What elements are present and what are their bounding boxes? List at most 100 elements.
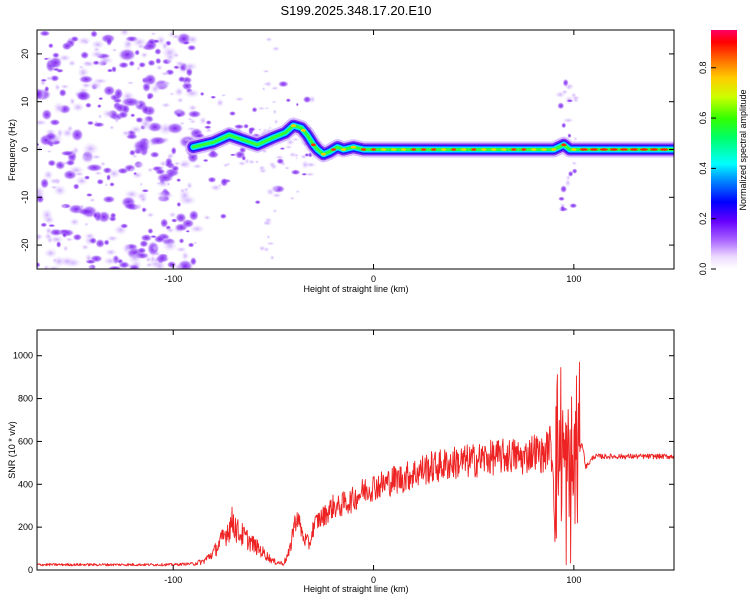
spectrogram-ridge-peak (649, 148, 658, 151)
spectrogram-x-tick-label: 100 (566, 274, 581, 284)
spectrogram-noise-blob (558, 196, 566, 202)
colorbar-tick-label: 0.6 (698, 112, 708, 125)
spectrogram-noise-blob (41, 108, 53, 121)
spectrogram-noise-blob (241, 155, 247, 161)
spectrogram-x-tick-label: -100 (164, 274, 182, 284)
spectrogram-noise-blob (56, 127, 64, 139)
spectrogram-x-label: Height of straight line (km) (303, 284, 408, 294)
spectrogram-noise-blob (571, 161, 578, 166)
colorbar-tick-label: 0.8 (698, 61, 708, 74)
spectrogram-noise-blob (191, 163, 203, 169)
colorbar-ramp (711, 30, 737, 269)
spectrogram-noise-blob (185, 181, 194, 190)
spectrogram-ridge-peak (639, 148, 648, 151)
spectrogram-noise-blob (128, 264, 141, 269)
spectrogram-ridge-peak (609, 148, 618, 151)
spectrogram-noise-blob (205, 120, 212, 126)
spectrogram-ridge-peak (659, 148, 668, 151)
spectrogram-noise-blob (566, 99, 574, 103)
spectrogram-noise-blob (145, 262, 153, 268)
spectrogram-noise-blob (161, 41, 169, 51)
spectrogram-noise-blob (102, 85, 116, 97)
spectrogram-ridge-peak (619, 148, 628, 151)
spectrogram-noise-blob (258, 164, 266, 172)
spectrogram-noise-blob (204, 128, 213, 133)
spectrogram-ridge-peak (330, 148, 336, 151)
spectrogram-noise-blob (295, 102, 299, 107)
spectrogram-noise-blob (156, 172, 174, 183)
spectrogram-noise-blob (62, 231, 68, 239)
spectrogram-ridge (185, 117, 674, 163)
spectrogram-noise-blob (220, 93, 227, 98)
spectrogram-noise-blob (270, 86, 279, 91)
spectrogram-noise-blob (69, 217, 81, 227)
spectrogram-noise-blob (89, 49, 105, 59)
spectrogram-noise-blob (129, 167, 135, 173)
spectrogram-noise-blob (228, 110, 237, 117)
spectrogram-noise-blob (155, 190, 169, 198)
spectrogram-noise-blob (139, 239, 149, 248)
colorbar-tick-label: 0.4 (698, 162, 708, 175)
spectrogram-noise-blob (229, 153, 237, 157)
spectrogram-noise-blob (274, 154, 285, 160)
spectrogram-noise-blob (78, 75, 94, 84)
snr-y-tick-label: 400 (18, 479, 33, 489)
spectrogram-noise-blob (272, 108, 277, 115)
spectrogram-noise-blob (37, 194, 45, 204)
spectrogram-noise-blob (56, 106, 62, 111)
spectrogram-noise-blob (264, 36, 273, 43)
spectrogram-noise-blob (52, 255, 66, 268)
spectrogram-noise-blob (273, 118, 279, 125)
spectrogram-y-ticks: 20 10 0 -10 -20 (20, 49, 674, 252)
spectrogram-noise-blob (86, 120, 95, 126)
snr-y-tick-label: 800 (18, 394, 33, 404)
spectrogram-noise-blob (202, 158, 209, 163)
spectrogram-noise-blob (43, 247, 58, 259)
spectrogram-noise-blob (51, 52, 60, 59)
spectrogram-noise-blob (277, 80, 289, 88)
spectrogram-noise-blob (188, 209, 199, 222)
spectrogram-noise-blob (147, 227, 154, 235)
spectrogram-noise-blob (65, 159, 76, 167)
spectrogram-noise-blob (251, 106, 258, 113)
spectrogram-noise-blob (173, 86, 185, 98)
spectrogram-noise-blob (271, 192, 283, 199)
spectrogram-noise-blob (174, 107, 185, 115)
spectrogram-noise-blob (188, 224, 206, 234)
spectrogram-noise-blob (559, 203, 567, 207)
spectrogram-noise-blob (37, 261, 41, 268)
spectrogram-ridge-peak (381, 148, 387, 151)
spectrogram-noise-blob (102, 256, 118, 266)
spectrogram-noise-blob (181, 61, 199, 72)
spectrogram-noise-blob (168, 211, 177, 219)
spectrogram-noise-blob (566, 86, 571, 90)
spectrogram-noise-blob (302, 95, 312, 104)
spectrogram-y-tick-label: 10 (20, 97, 30, 107)
spectrogram-noise-blob (558, 206, 563, 211)
spectrogram-ridge-peak (441, 148, 447, 151)
spectrogram-noise-blob (40, 177, 50, 189)
spectrogram-noise-blob (148, 136, 168, 146)
spectrogram-noise-blob (118, 261, 131, 269)
spectrogram-noise-blob (84, 222, 89, 227)
spectrogram-noise-blob (170, 33, 182, 40)
spectrogram-noise-blob (155, 64, 164, 71)
spectrogram-ridge-peak (350, 145, 356, 149)
spectrogram-noise-blob (155, 57, 162, 65)
spectrogram-noise-blob (131, 154, 139, 159)
spectrogram-noise-blob (220, 177, 229, 187)
spectrogram-ridge-peak (551, 148, 557, 151)
spectrogram-noise-blob (218, 183, 222, 188)
spectrogram-noise-blob (185, 126, 198, 131)
spectrogram-ridge-peak (300, 129, 306, 132)
spectrogram-noise-blob (146, 212, 155, 218)
spectrogram-noise-blob (147, 59, 156, 67)
spectrogram-noise-blob (180, 250, 190, 261)
spectrogram-noise-blob (89, 237, 98, 245)
spectrogram-ridge-peak (531, 148, 537, 151)
spectrogram-noise-blob (61, 204, 68, 209)
spectrogram-noise-blob (261, 86, 266, 92)
spectrogram-noise-blob (174, 246, 188, 253)
spectrogram-noise-blob (126, 81, 135, 85)
spectrogram-noise-blob (139, 51, 149, 59)
